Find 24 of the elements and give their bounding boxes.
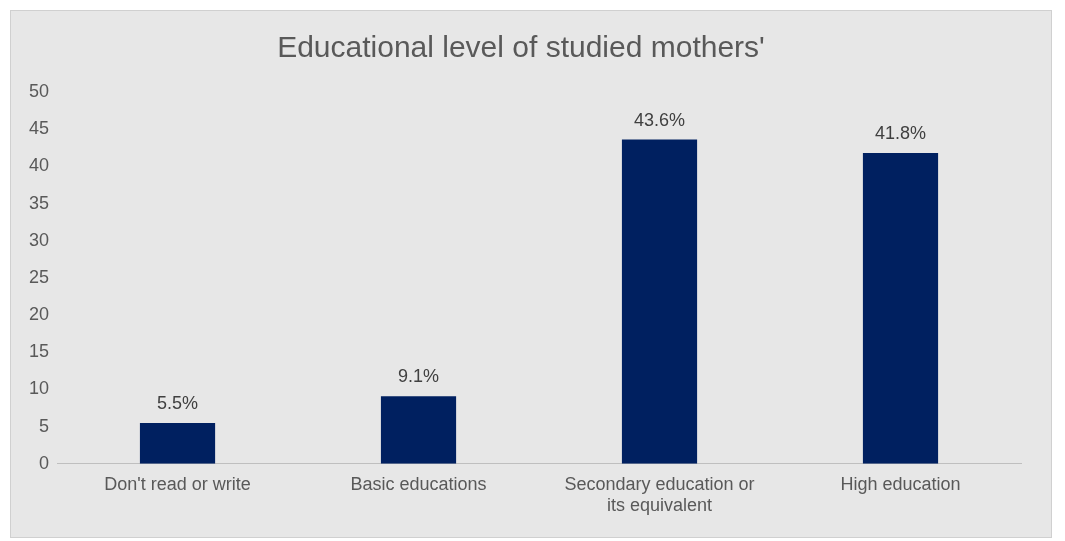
x-tick-label: Don't read or write bbox=[104, 473, 251, 494]
y-tick-label: 20 bbox=[28, 304, 50, 325]
y-tick-label: 5 bbox=[39, 415, 50, 436]
y-tick-label: 0 bbox=[39, 452, 50, 473]
x-tick-label: Secondary education or its equivalent bbox=[564, 473, 755, 516]
y-tick-label: 10 bbox=[28, 378, 50, 399]
data-label: 9.1% bbox=[398, 366, 440, 387]
y-tick-label: 35 bbox=[28, 192, 50, 213]
y-tick-label: 30 bbox=[28, 229, 50, 250]
y-tick-label: 25 bbox=[28, 266, 50, 287]
data-label: 41.8% bbox=[874, 122, 927, 143]
y-tick-label: 15 bbox=[28, 341, 50, 362]
x-tick-label: Basic educations bbox=[350, 473, 487, 494]
data-label: 43.6% bbox=[633, 109, 686, 130]
data-label: 5.5% bbox=[157, 392, 199, 413]
chart-title: Educational level of studied mothers' bbox=[277, 30, 765, 64]
y-tick-label: 40 bbox=[28, 155, 50, 176]
bar bbox=[621, 139, 698, 464]
y-tick-label: 50 bbox=[28, 80, 50, 101]
bar bbox=[862, 152, 939, 464]
bar bbox=[380, 396, 457, 464]
bar bbox=[139, 422, 216, 464]
y-tick-label: 45 bbox=[28, 118, 50, 139]
x-tick-label: High education bbox=[840, 473, 961, 494]
